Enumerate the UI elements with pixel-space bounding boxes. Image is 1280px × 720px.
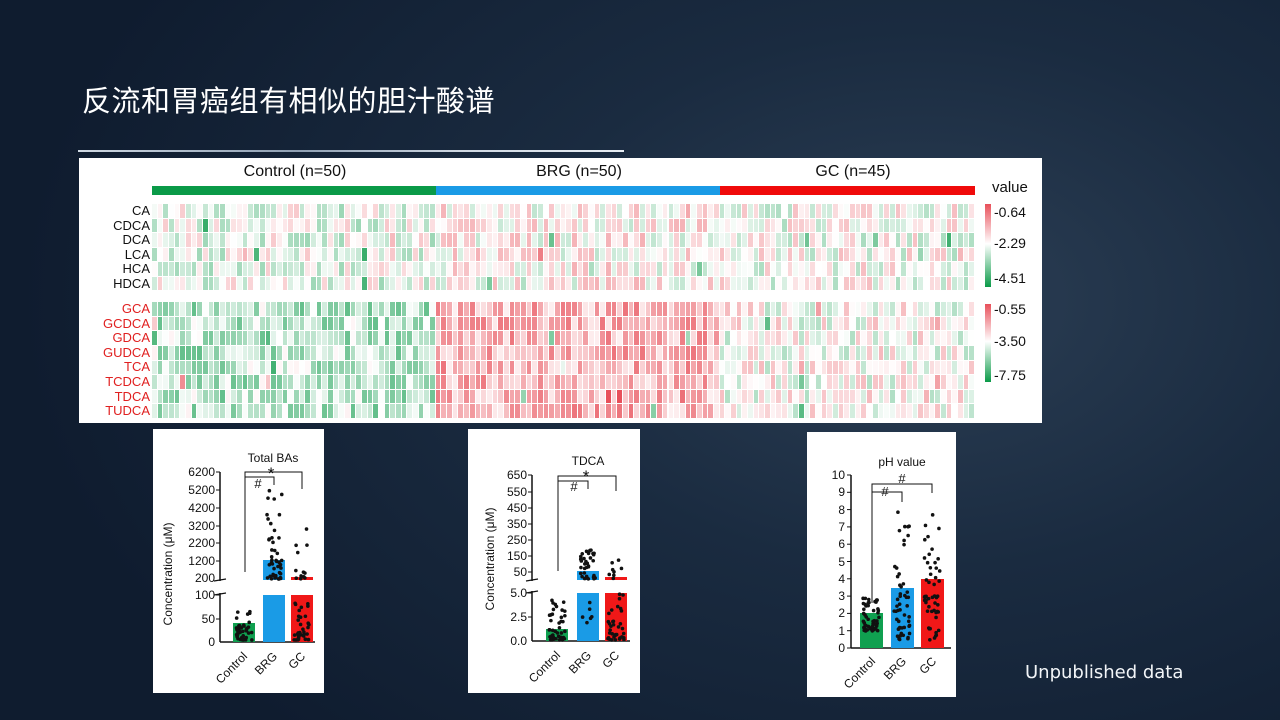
y-tick: 3 (838, 589, 845, 603)
y-tick: 50 (514, 565, 528, 579)
x-tick: GC (599, 648, 622, 671)
legend-title: value (992, 179, 1028, 196)
y-tick: 250 (507, 533, 527, 547)
y-tick: 2.5 (510, 610, 527, 624)
significance-mark: # (254, 476, 262, 491)
x-tick: Control (526, 648, 563, 685)
y-tick: 650 (507, 468, 527, 482)
row-label: CDCA (113, 217, 150, 233)
y-tick: 10 (832, 468, 846, 482)
heatmap-figure: Control (n=50) BRG (n=50) GC (n=45) CA CD… (79, 158, 1042, 423)
heatmap-block-unconjugated (152, 204, 975, 291)
y-tick: 2200 (188, 536, 215, 550)
y-tick: 1 (838, 624, 845, 638)
y-tick: 0 (208, 635, 215, 649)
x-tick: Control (213, 649, 250, 686)
y-tick: 7 (838, 520, 845, 534)
y-tick: 0 (838, 641, 845, 655)
legend-tick: -0.64 (994, 204, 1026, 220)
y-tick: 9 (838, 485, 845, 499)
heatmap-block-conjugated (152, 302, 975, 419)
slide-title: 反流和胃癌组有相似的胆汁酸谱 (82, 84, 496, 118)
group-label-brg: BRG (n=50) (536, 163, 622, 180)
y-tick: 450 (507, 501, 527, 515)
legend-tick: -3.50 (994, 333, 1026, 349)
y-tick: 5 (838, 555, 845, 569)
y-tick: 6 (838, 537, 845, 551)
significance-mark: * (268, 464, 275, 483)
y-tick: 8 (838, 503, 845, 517)
title-divider (78, 150, 624, 152)
row-label: CA (131, 203, 150, 218)
y-tick: 350 (507, 517, 527, 531)
x-tick: BRG (566, 648, 594, 676)
y-tick: 4 (838, 572, 845, 586)
chart-ph: pH value 10 9 8 7 6 5 4 3 2 1 0 # # Cont… (807, 432, 956, 697)
legend-tick: -2.29 (994, 235, 1026, 251)
chart-title: pH value (878, 455, 926, 469)
y-axis-label: Concentration (μM) (483, 508, 497, 611)
significance-mark: # (881, 484, 889, 499)
y-tick: 100 (195, 588, 215, 602)
x-tick: Control (841, 654, 878, 691)
legend-tick: -7.75 (994, 367, 1026, 383)
group-label-gc: GC (n=45) (815, 163, 891, 180)
colorscale-bar-1 (985, 204, 991, 287)
row-label: TCDCA (105, 374, 150, 389)
x-tick: GC (916, 654, 939, 677)
x-tick: BRG (881, 654, 909, 682)
y-tick: 5.0 (510, 586, 527, 600)
row-label: GUDCA (103, 344, 150, 360)
significance-mark: * (583, 467, 590, 486)
y-tick: 3200 (188, 519, 215, 533)
row-label: DCA (122, 232, 150, 247)
chart-title: Total BAs (248, 451, 299, 465)
y-axis-label: Concentration (μM) (161, 523, 175, 626)
group-bar-gc (720, 186, 975, 195)
row-label: TUDCA (105, 403, 150, 419)
y-tick: 50 (202, 612, 216, 626)
legend-tick: -0.55 (994, 301, 1026, 317)
y-tick: 200 (195, 571, 215, 585)
row-label: LCA (124, 246, 150, 262)
row-label: HCA (122, 261, 150, 276)
x-tick: BRG (252, 649, 280, 677)
row-label: GDCA (112, 330, 150, 346)
bar-gc-upper (605, 577, 627, 580)
bar-brg (263, 595, 285, 642)
row-label: HDCA (113, 275, 150, 291)
y-tick: 2 (838, 606, 845, 620)
row-label: GCA (121, 301, 150, 316)
significance-mark: # (898, 471, 906, 486)
y-tick: 550 (507, 485, 527, 499)
chart-total-bas: Total BAs Concentration (μM) 6200 5200 4… (153, 429, 324, 693)
y-tick: 5200 (188, 483, 215, 497)
y-tick: 150 (507, 549, 527, 563)
y-tick: 4200 (188, 501, 215, 515)
y-tick: 6200 (188, 465, 215, 479)
colorscale-bar-2 (985, 304, 991, 382)
bar-brg (577, 593, 599, 641)
chart-title: TDCA (572, 454, 605, 468)
x-tick: GC (285, 649, 308, 672)
legend-tick: -4.51 (994, 270, 1026, 286)
chart-tdca: TDCA Concentration (μM) 650 550 450 350 … (468, 429, 640, 693)
row-label: TDCA (114, 388, 150, 404)
bar-brg (891, 588, 914, 648)
y-tick: 0.0 (510, 634, 527, 648)
significance-mark: # (570, 479, 578, 494)
row-label: GCDCA (103, 315, 150, 331)
footnote: Unpublished data (1025, 662, 1184, 683)
y-tick: 1200 (188, 554, 215, 568)
group-label-control: Control (n=50) (243, 163, 347, 180)
bar-gc (921, 579, 944, 648)
row-label: TCA (124, 359, 150, 375)
group-bar-brg (436, 186, 720, 195)
group-bar-control (152, 186, 436, 195)
